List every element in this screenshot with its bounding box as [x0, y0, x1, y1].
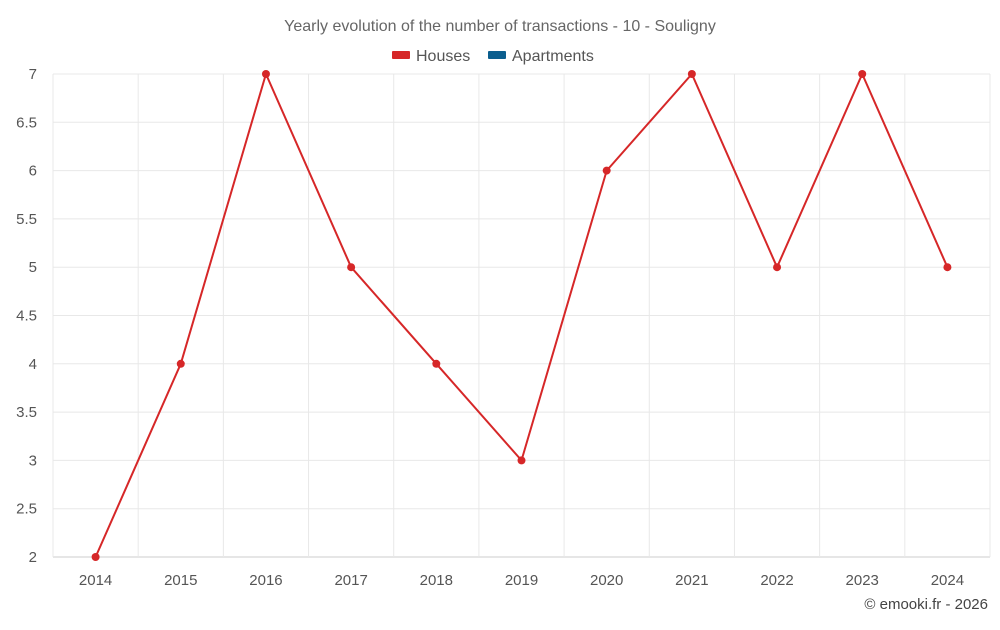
legend-label-houses: Houses: [416, 48, 470, 65]
legend-swatch-houses: [392, 51, 410, 59]
x-tick-label: 2018: [420, 572, 453, 589]
y-tick-label: 2.5: [16, 501, 37, 518]
x-tick-label: 2024: [931, 572, 964, 589]
legend-item-houses[interactable]: Houses: [392, 48, 470, 65]
legend-item-apartments[interactable]: Apartments: [488, 48, 594, 65]
data-point[interactable]: [261, 70, 270, 78]
data-point[interactable]: [176, 359, 185, 368]
y-axis-ticks: 2 2.5 3 3.5 4 4.5 5 5.5 6 6.5 7: [16, 66, 37, 566]
data-point[interactable]: [773, 263, 782, 272]
x-tick-label: 2016: [249, 572, 282, 589]
data-point[interactable]: [943, 263, 952, 272]
data-point[interactable]: [347, 263, 356, 272]
data-point[interactable]: [517, 456, 526, 465]
y-tick-label: 4: [29, 356, 37, 373]
y-tick-label: 6: [29, 163, 37, 180]
y-tick-label: 3: [29, 452, 37, 469]
legend: Houses Apartments: [392, 48, 594, 65]
x-tick-label: 2017: [334, 572, 367, 589]
data-point[interactable]: [602, 166, 611, 175]
x-tick-label: 2021: [675, 572, 708, 589]
y-tick-label: 3.5: [16, 404, 37, 421]
y-tick-label: 6.5: [16, 114, 37, 131]
x-tick-label: 2014: [79, 572, 112, 589]
legend-label-apartments: Apartments: [512, 48, 594, 65]
y-tick-label: 5: [29, 259, 37, 276]
data-point[interactable]: [432, 359, 441, 368]
y-tick-label: 4.5: [16, 308, 37, 325]
x-tick-label: 2019: [505, 572, 538, 589]
data-point[interactable]: [858, 70, 867, 78]
legend-swatch-apartments: [488, 51, 506, 59]
grid: [52, 73, 991, 558]
credit-text: © emooki.fr - 2026: [864, 596, 988, 613]
x-tick-label: 2022: [760, 572, 793, 589]
data-point[interactable]: [91, 553, 100, 561]
y-tick-label: 2: [29, 549, 37, 566]
chart-title: Yearly evolution of the number of transa…: [284, 18, 716, 35]
series-houses: [91, 70, 952, 561]
x-tick-label: 2015: [164, 572, 197, 589]
data-point[interactable]: [687, 70, 696, 78]
x-tick-label: 2020: [590, 572, 623, 589]
y-tick-label: 7: [29, 66, 37, 83]
x-tick-label: 2023: [846, 572, 879, 589]
y-tick-label: 5.5: [16, 211, 37, 228]
x-axis-ticks: 2014 2015 2016 2017 2018 2019 2020 2021 2022 2023…: [79, 572, 964, 589]
